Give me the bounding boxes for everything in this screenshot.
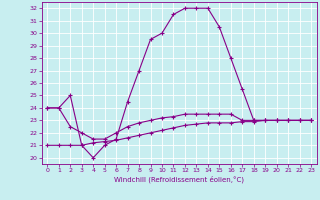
X-axis label: Windchill (Refroidissement éolien,°C): Windchill (Refroidissement éolien,°C) [114,176,244,183]
